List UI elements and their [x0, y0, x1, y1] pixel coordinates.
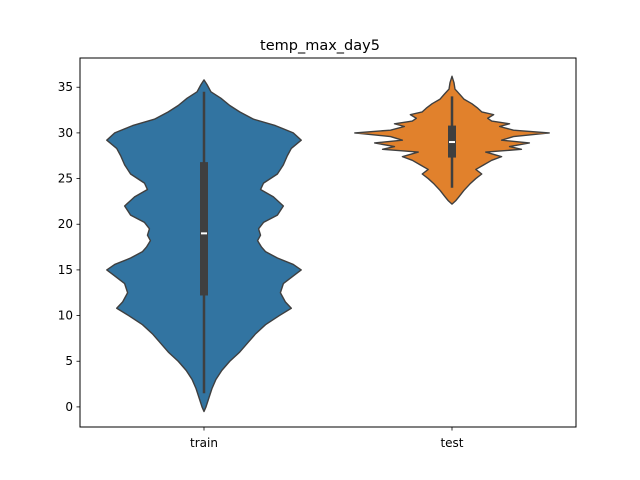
y-tick-label: 25 — [58, 172, 73, 186]
iqr-box-train — [200, 162, 208, 296]
plot-frame — [79, 57, 577, 428]
y-tick-label: 35 — [58, 80, 73, 94]
y-tick-label: 30 — [58, 126, 73, 140]
x-tick-label-train: train — [190, 436, 218, 450]
y-tick-label: 20 — [58, 217, 73, 231]
x-tick-label-test: test — [440, 436, 463, 450]
chart-title: temp_max_day5 — [260, 38, 380, 54]
y-axis: 0 5 10 15 20 25 30 35 — [58, 80, 80, 414]
violins-layer — [106, 75, 550, 413]
y-tick-label: 5 — [65, 354, 73, 368]
y-tick-label: 0 — [65, 400, 73, 414]
y-tick-label: 10 — [58, 309, 73, 323]
y-tick-label: 15 — [58, 263, 73, 277]
x-axis: train test — [190, 427, 464, 450]
